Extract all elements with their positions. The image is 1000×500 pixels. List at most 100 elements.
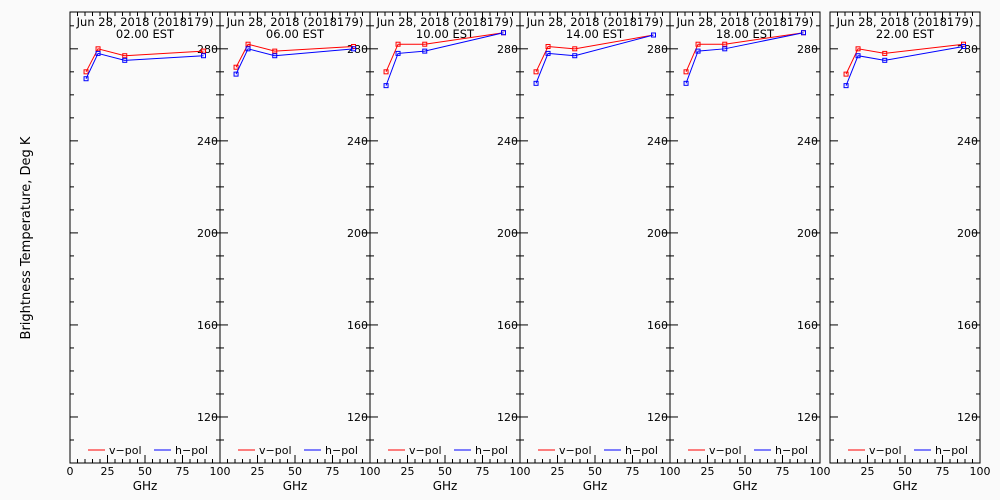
legend-h-pol-label: h−pol (625, 444, 658, 457)
v-pol-series-point (843, 71, 849, 77)
h-pol-series-point (533, 80, 539, 86)
v-pol-series-line (535, 34, 654, 73)
panel-6: Jun 28, 2018 (2018179)22.00 EST 120 160 200… (829, 11, 991, 493)
v-pol-series-point (695, 41, 701, 47)
x-axis-label: GHz (433, 479, 458, 493)
panel-subtitle: 06.00 EST (266, 27, 325, 41)
legend-h-pol-label: h−pol (935, 444, 968, 457)
x-axis-label: GHz (733, 479, 758, 493)
h-pol-series-point (801, 30, 806, 36)
y-tick-label: 240 (497, 135, 518, 148)
legend-v-pol-label: v−pol (259, 444, 292, 457)
y-tick-label: 280 (647, 43, 668, 56)
x-tick-label: 50 (738, 465, 752, 478)
h-pol-series-point (855, 53, 861, 59)
h-pol-series-point (395, 50, 401, 56)
v-pol-series-point (245, 41, 251, 47)
y-tick-label: 160 (197, 319, 218, 332)
h-pol-series-line (85, 52, 204, 79)
h-pol-series-line (685, 32, 804, 84)
h-pol-series-point (201, 53, 206, 59)
panel-5: Jun 28, 2018 (2018179)18.00 EST 120 160 200… (669, 11, 831, 493)
panel-title: Jun 28, 2018 (2018179) (376, 15, 514, 29)
h-pol-series-point (882, 57, 888, 63)
v-pol-series-point (533, 69, 539, 75)
v-pol-series-point (545, 44, 551, 50)
y-tick-label: 160 (797, 319, 818, 332)
y-tick-label: 200 (197, 227, 218, 240)
v-pol-series-point (422, 41, 428, 47)
x-tick-label: 25 (701, 465, 715, 478)
x-axis-label: GHz (283, 479, 308, 493)
legend-v-pol-label: v−pol (559, 444, 592, 457)
y-tick-label: 120 (197, 411, 218, 424)
y-tick-label: 120 (957, 411, 978, 424)
legend-v-pol-label: v−pol (709, 444, 742, 457)
legend-v-pol-label: v−pol (409, 444, 442, 457)
panel-subtitle: 22.00 EST (876, 27, 935, 41)
h-pol-series-line (845, 46, 964, 86)
x-tick-label: 50 (588, 465, 602, 478)
y-tick-label: 280 (497, 43, 518, 56)
chart-panels: Jun 28, 2018 (2018179)02.00 EST120160200… (67, 11, 991, 493)
panel-subtitle: 14.00 EST (566, 27, 625, 41)
h-pol-series-point (422, 48, 428, 54)
v-pol-series-point (572, 46, 578, 52)
v-pol-series-line (685, 32, 804, 73)
v-pol-series-point (83, 69, 89, 75)
v-pol-series-point (855, 46, 861, 52)
h-pol-series-point (651, 32, 656, 38)
v-pol-series-line (385, 32, 504, 73)
x-tick-label: 25 (101, 465, 115, 478)
h-pol-series-point (245, 46, 251, 52)
y-axis-label: Brightness Temperature, Deg K (19, 136, 34, 339)
x-tick-label: 100 (210, 465, 231, 478)
h-pol-series-point (233, 71, 239, 77)
y-tick-label: 160 (347, 319, 368, 332)
x-tick-label: 75 (476, 465, 490, 478)
h-pol-series-point (95, 50, 101, 56)
y-tick-label: 280 (347, 43, 368, 56)
panel-title: Jun 28, 2018 (2018179) (836, 15, 974, 29)
x-tick-label: 100 (970, 465, 991, 478)
panel-1: Jun 28, 2018 (2018179)02.00 EST 120 160 200… (67, 11, 231, 493)
y-tick-label: 160 (957, 319, 978, 332)
legend-h-pol-label: h−pol (475, 444, 508, 457)
x-tick-label: 75 (936, 465, 950, 478)
h-pol-series-point (83, 76, 89, 82)
x-tick-label: 75 (176, 465, 190, 478)
legend-v-pol-label: v−pol (869, 444, 902, 457)
legend-h-pol-label: h−pol (775, 444, 808, 457)
h-pol-series-line (235, 48, 354, 75)
y-tick-label: 120 (797, 411, 818, 424)
x-axis-label: GHz (133, 479, 158, 493)
v-pol-series-line (845, 43, 964, 75)
y-tick-label: 240 (647, 135, 668, 148)
x-tick-label: 25 (401, 465, 415, 478)
panel-subtitle: 10.00 EST (416, 27, 475, 41)
x-tick-label: 100 (810, 465, 831, 478)
y-tick-label: 280 (797, 43, 818, 56)
x-tick-label: 50 (438, 465, 452, 478)
h-pol-series-line (385, 32, 504, 86)
y-tick-label: 200 (347, 227, 368, 240)
v-pol-series-point (272, 48, 278, 54)
h-pol-series-point (272, 53, 278, 59)
h-pol-series-point (351, 46, 356, 52)
y-tick-label: 240 (797, 135, 818, 148)
x-tick-label: 50 (898, 465, 912, 478)
v-pol-series-point (122, 53, 128, 59)
x-tick-label: 100 (660, 465, 681, 478)
h-pol-series-point (722, 46, 728, 52)
x-tick-label: 100 (360, 465, 381, 478)
v-pol-series-point (201, 48, 206, 54)
y-tick-label: 280 (197, 43, 218, 56)
x-tick-label: 25 (251, 465, 265, 478)
y-tick-label: 200 (647, 227, 668, 240)
x-tick-label: 25 (551, 465, 565, 478)
h-pol-series-point (501, 30, 506, 36)
x-axis-label: GHz (583, 479, 608, 493)
panel-title: Jun 28, 2018 (2018179) (676, 15, 814, 29)
panel-4: Jun 28, 2018 (2018179)14.00 EST 120 160 200… (519, 11, 681, 493)
